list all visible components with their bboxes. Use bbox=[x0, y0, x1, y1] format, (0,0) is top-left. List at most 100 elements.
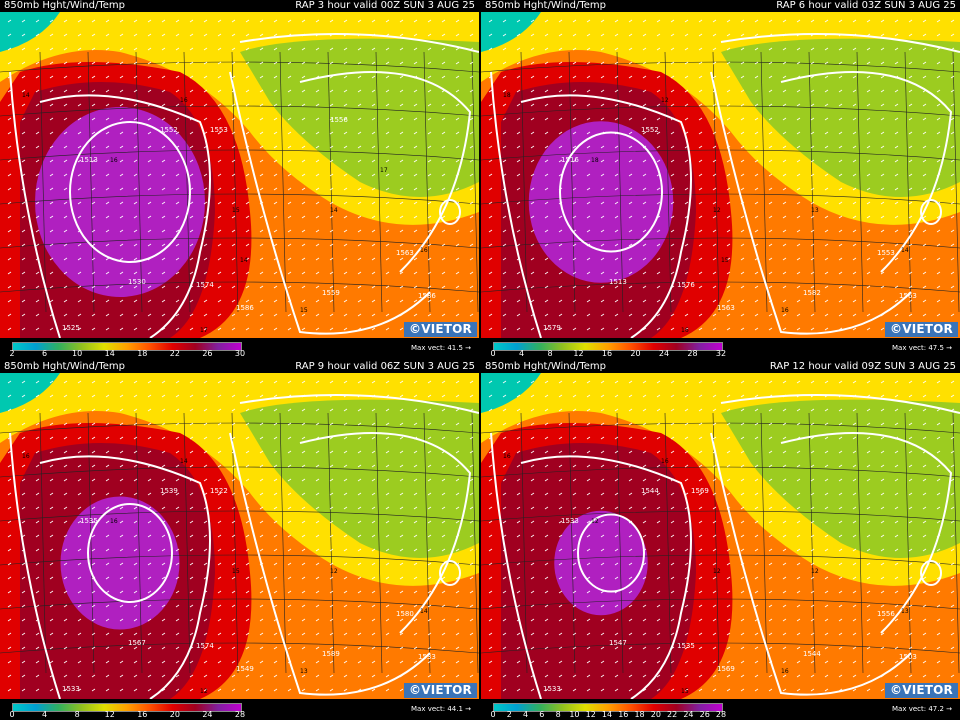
temp-field-purple-core bbox=[35, 107, 205, 297]
temp-label: 14 bbox=[240, 257, 248, 264]
temp-label: 12 bbox=[713, 568, 721, 575]
map-panel-2: 850mb Hght/Wind/Temp RAP 6 hour valid 03… bbox=[481, 0, 960, 359]
temp-label: 14 bbox=[420, 608, 428, 615]
panel-valid-time: RAP 6 hour valid 03Z SUN 3 AUG 25 bbox=[776, 0, 956, 11]
colorbar-tick-label: 10 bbox=[72, 349, 83, 358]
panel-header: 850mb Hght/Wind/Temp RAP 3 hour valid 00… bbox=[0, 0, 479, 12]
height-label: 1544 bbox=[641, 487, 659, 495]
temp-label: 16 bbox=[110, 157, 118, 164]
panel-header: 850mb Hght/Wind/Temp RAP 6 hour valid 03… bbox=[481, 0, 960, 12]
colorbar-tick-label: 24 bbox=[683, 710, 694, 719]
political-boundaries bbox=[0, 412, 479, 674]
map-panel-3: 850mb Hght/Wind/Temp RAP 9 hour valid 06… bbox=[0, 361, 479, 720]
max-vector-label: Max vect: 47.5 → bbox=[892, 344, 952, 352]
colorbar-ticks: 0 2 4 6 8 10 12 14 16 18 20 22 24 26 28 bbox=[490, 710, 727, 720]
weather-map: 1544 1533 1547 1535 1569 1544 1556 1533 1503 1569… bbox=[481, 373, 960, 699]
temp-label: 16 bbox=[681, 327, 689, 334]
colorbar-ramp bbox=[12, 703, 242, 712]
colorbar-ticks: 2 6 10 14 18 22 26 30 bbox=[9, 349, 246, 359]
temp-label: 14 bbox=[901, 247, 909, 254]
temp-label: 16 bbox=[420, 247, 428, 254]
height-label: 1530 bbox=[128, 278, 146, 286]
colorbar-tick-label: 12 bbox=[585, 710, 596, 719]
colorbar-tick-label: 18 bbox=[137, 349, 148, 358]
colorbar-tick-label: 30 bbox=[234, 349, 246, 358]
panel-valid-time: RAP 12 hour valid 09Z SUN 3 AUG 25 bbox=[769, 361, 956, 372]
height-label: 1533 bbox=[543, 685, 561, 693]
height-label: 1567 bbox=[128, 639, 146, 647]
colorbar-tick-label: 20 bbox=[169, 710, 180, 719]
colorbar-tick-label: 0 bbox=[9, 710, 15, 719]
panel-title: 850mb Hght/Wind/Temp bbox=[485, 0, 607, 11]
colorbar-tick-label: 16 bbox=[618, 710, 629, 719]
colorbar-tick-label: 0 bbox=[490, 710, 496, 719]
height-label: 1580 bbox=[396, 610, 414, 618]
temp-label: 15 bbox=[232, 568, 240, 575]
height-label: 1589 bbox=[322, 650, 340, 658]
height-label: 1533 bbox=[62, 685, 80, 693]
wind-vectors bbox=[488, 380, 955, 692]
colorbar-ticks: 0 4 8 12 16 20 24 28 32 bbox=[490, 349, 727, 359]
colorbar-tick-label: 10 bbox=[569, 710, 580, 719]
height-label: 1559 bbox=[322, 289, 340, 297]
temp-field-cyan bbox=[0, 12, 60, 52]
height-label: 1503 bbox=[899, 653, 917, 661]
temp-label: 13 bbox=[811, 207, 819, 214]
height-label: 1574 bbox=[196, 642, 214, 650]
temp-field-cyan bbox=[481, 12, 541, 52]
colorbar: 0 2 4 6 8 10 12 14 16 18 20 22 24 26 28 Max vect: 47.2… bbox=[481, 699, 960, 720]
colorbar-tick-label: 28 bbox=[715, 710, 727, 719]
colorbar: 2 6 10 14 18 22 26 30 Max vect: 41.5 → bbox=[0, 338, 479, 359]
height-label: 1574 bbox=[196, 281, 214, 289]
colorbar-tick-label: 28 bbox=[234, 710, 246, 719]
vietor-watermark: ©VIETOR bbox=[885, 322, 958, 337]
weather-map: 1539 1535 1567 1574 1549 1589 1580 1533 1533 1522… bbox=[0, 373, 479, 699]
temp-label: 12 bbox=[330, 568, 338, 575]
wind-vectors bbox=[7, 380, 474, 692]
temp-field-cyan bbox=[0, 373, 60, 413]
colorbar-tick-label: 4 bbox=[42, 710, 48, 719]
height-label: 1552 bbox=[641, 126, 659, 134]
vietor-watermark: ©VIETOR bbox=[404, 683, 477, 698]
map-panel-4: 850mb Hght/Wind/Temp RAP 12 hour valid 0… bbox=[481, 361, 960, 720]
temp-label: 18 bbox=[503, 92, 511, 99]
panel-header: 850mb Hght/Wind/Temp RAP 12 hour valid 0… bbox=[481, 361, 960, 373]
temp-label: 12 bbox=[661, 97, 669, 104]
colorbar-tick-label: 32 bbox=[715, 349, 727, 358]
colorbar-tick-label: 20 bbox=[630, 349, 641, 358]
height-label: 1535 bbox=[80, 517, 98, 525]
height-label: 1533 bbox=[418, 653, 436, 661]
panel-title: 850mb Hght/Wind/Temp bbox=[485, 361, 607, 372]
temp-label: 15 bbox=[300, 307, 308, 314]
colorbar-tick-label: 8 bbox=[74, 710, 80, 719]
colorbar: 0 4 8 12 16 20 24 28 Max vect: 44.1 → bbox=[0, 699, 479, 720]
panel-valid-time: RAP 9 hour valid 06Z SUN 3 AUG 25 bbox=[295, 361, 475, 372]
height-label: 1513 bbox=[609, 278, 627, 286]
colorbar-tick-label: 22 bbox=[169, 349, 180, 358]
temp-label: 16 bbox=[503, 453, 511, 460]
temp-label: 12 bbox=[200, 688, 208, 695]
height-label: 1556 bbox=[330, 116, 348, 124]
colorbar-tick-label: 26 bbox=[202, 349, 213, 358]
vietor-watermark: ©VIETOR bbox=[404, 322, 477, 337]
colorbar-ramp bbox=[12, 342, 242, 351]
colorbar-tick-label: 6 bbox=[42, 349, 48, 358]
temp-label: 16 bbox=[781, 668, 789, 675]
temp-label: 12 bbox=[591, 518, 599, 525]
height-label: 1513 bbox=[80, 156, 98, 164]
map-canvas: 1552 1513 1530 1574 1586 1559 1563 1525 1586 1553… bbox=[0, 12, 479, 338]
map-canvas: 1544 1533 1547 1535 1569 1544 1556 1533 1503 1569… bbox=[481, 373, 960, 699]
temp-label: 14 bbox=[330, 207, 338, 214]
temp-field-cyan bbox=[481, 373, 541, 413]
temp-label: 16 bbox=[661, 458, 669, 465]
height-label: 1539 bbox=[160, 487, 178, 495]
temp-label: 16 bbox=[110, 518, 118, 525]
colorbar-tick-label: 0 bbox=[490, 349, 496, 358]
colorbar-tick-label: 24 bbox=[202, 710, 213, 719]
colorbar-tick-label: 2 bbox=[506, 710, 512, 719]
colorbar-tick-label: 16 bbox=[601, 349, 613, 358]
colorbar-tick-label: 8 bbox=[555, 710, 561, 719]
temp-label: 14 bbox=[180, 458, 188, 465]
